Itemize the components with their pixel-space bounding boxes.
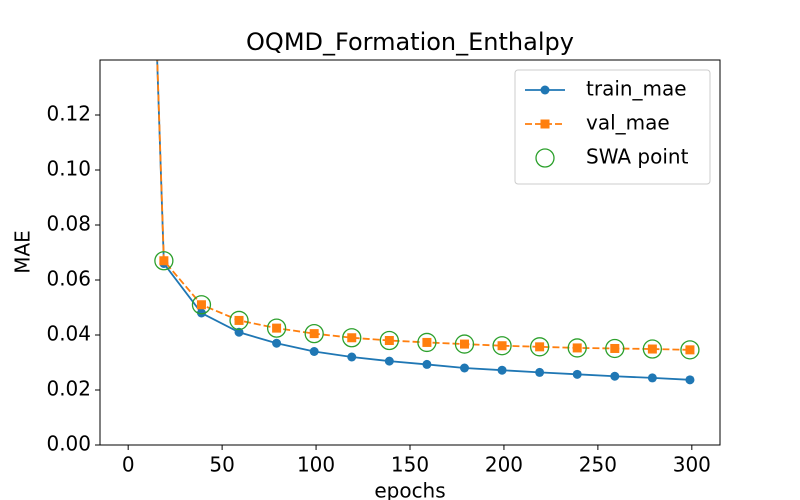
marker [685,345,695,355]
legend-marker [540,85,550,95]
y-tick-label: 0.12 [46,102,91,126]
marker [309,329,319,339]
marker [384,356,394,366]
marker [647,373,657,383]
marker [567,338,587,358]
marker [605,338,625,359]
y-tick-label: 0.04 [46,322,91,346]
x-tick-label: 150 [391,453,429,477]
x-tick-label: 0 [122,453,135,477]
marker [642,339,663,359]
axes-frame [99,59,721,446]
marker [529,337,550,357]
marker [234,327,244,337]
x-tick-label: 50 [209,453,234,477]
marker [154,251,174,271]
marker [459,363,469,373]
legend-marker [540,119,550,129]
marker [454,334,475,354]
legend-marker [535,148,555,168]
y-tick-label: 0.10 [46,157,91,181]
marker [347,333,357,343]
x-tick-label: 200 [485,453,523,477]
marker [422,337,432,347]
x-tick-label: 250 [579,453,617,477]
marker [459,339,469,349]
marker [497,341,507,351]
y-tick-label: 0.00 [46,432,91,456]
marker [384,336,394,345]
legend-box [514,69,711,185]
marker [417,332,437,353]
marker [535,367,545,377]
marker [572,369,582,379]
legend: train_mae val_mae SWA point [514,69,711,185]
marker [379,330,399,351]
y-tick-label: 0.08 [46,212,91,236]
marker [497,365,507,375]
y-tick-label: 0.02 [46,377,91,401]
x-tick-label: 100 [297,453,335,477]
legend-label: SWA point [586,145,689,169]
marker [196,308,206,318]
marker [266,318,287,338]
marker [304,323,324,344]
marker [535,342,545,352]
marker [647,344,657,354]
legend-label: val_mae [586,111,670,135]
marker [196,300,206,310]
marker [610,371,620,381]
series-line [156,60,690,351]
x-axis-label: epochs [374,479,445,500]
marker [342,328,362,348]
marker [234,315,244,325]
marker [422,359,432,369]
marker [272,323,282,333]
marker [610,343,620,353]
series-line [156,60,690,381]
axes: 0 50 100 150 200 250 300 0.00 0.02 0.04 0.06 0.08 0.… [46,102,710,477]
marker [347,352,357,362]
marker [272,338,282,348]
marker [229,310,249,331]
marker [680,340,700,360]
plot-area [154,60,700,385]
chart-title: OQMD_Formation_Enthalpy [246,28,574,56]
marker [191,295,212,315]
y-axis-label: MAE [11,230,35,274]
marker [159,256,169,266]
y-tick-label: 0.06 [46,267,91,291]
marker [572,343,582,353]
marker [492,336,512,356]
marker [685,375,695,385]
x-tick-label: 300 [673,453,711,477]
legend-label: train_mae [586,77,687,101]
marker [309,347,319,356]
